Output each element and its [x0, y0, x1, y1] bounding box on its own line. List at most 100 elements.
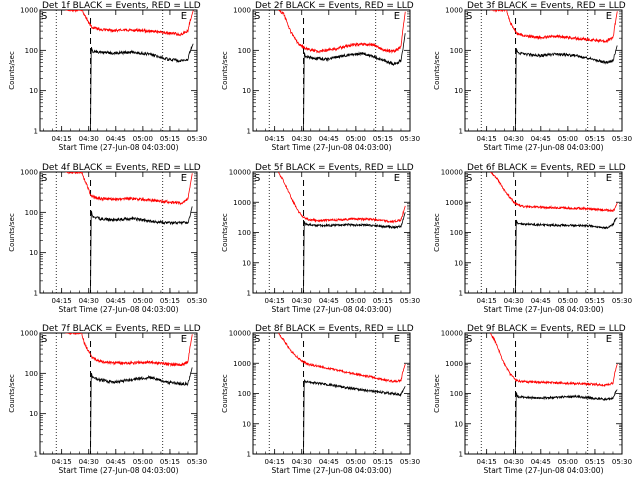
y-axis-label: Counts/sec — [221, 374, 229, 413]
panel-4: Det 4f BLACK = Events, RED = LLD Start Ti… — [8, 163, 207, 314]
plot-frame — [464, 171, 623, 294]
y-tick-label: 10 — [29, 87, 38, 95]
start-marker: S — [254, 173, 260, 184]
y-tick-label: 100 — [25, 370, 38, 378]
y-tick-label: 1000 — [445, 199, 463, 207]
y-tick-label: 1 — [247, 451, 251, 459]
y-axis-label: Counts/sec — [8, 374, 16, 413]
y-tick-label: 10 — [242, 420, 251, 428]
event-rate-line — [303, 33, 406, 131]
y-tick-label: 1 — [459, 451, 463, 459]
y-tick-label: 10000 — [441, 169, 463, 177]
x-tick-label: 05:30 — [187, 135, 207, 143]
end-marker: E — [606, 173, 612, 184]
x-tick-label: 05:15 — [373, 297, 393, 305]
x-tick-label: 04:15 — [52, 458, 72, 466]
end-marker: E — [394, 173, 400, 184]
x-tick-label: 04:45 — [319, 135, 339, 143]
event-rate-line — [515, 45, 618, 131]
panel-title: Det 6f BLACK = Events, RED = LLD — [467, 163, 626, 173]
x-tick-label: 04:45 — [531, 297, 551, 305]
x-tick-label: 05:00 — [558, 297, 578, 305]
x-tick-label: 05:00 — [133, 135, 153, 143]
y-tick-label: 1 — [459, 290, 463, 298]
y-tick-label: 1000 — [233, 199, 251, 207]
start-marker: S — [466, 11, 472, 22]
x-tick-label: 05:30 — [187, 458, 207, 466]
x-axis-label: Start Time (27-Jun-08 04:03:00) — [59, 143, 179, 152]
plot-frame — [252, 9, 411, 132]
plot-frame — [39, 9, 198, 132]
y-tick-label: 100 — [25, 209, 38, 217]
plot-frame — [252, 171, 411, 294]
x-tick-label: 04:15 — [265, 135, 285, 143]
event-rate-line — [90, 367, 193, 454]
panel-title: Det 4f BLACK = Events, RED = LLD — [42, 163, 201, 173]
y-tick-label: 1000 — [233, 360, 251, 368]
lld-rate-line — [490, 172, 618, 213]
y-tick-label: 1 — [247, 128, 251, 136]
lld-rate-line — [277, 333, 406, 384]
x-tick-label: 05:15 — [585, 135, 605, 143]
x-tick-label: 04:45 — [106, 458, 126, 466]
x-tick-label: 04:45 — [319, 458, 339, 466]
x-tick-label: 04:15 — [477, 297, 497, 305]
x-axis-label: Start Time (27-Jun-08 04:03:00) — [272, 466, 392, 475]
y-tick-label: 1000 — [20, 7, 38, 15]
x-axis-label: Start Time (27-Jun-08 04:03:00) — [272, 143, 392, 152]
panel-title: Det 2f BLACK = Events, RED = LLD — [255, 1, 414, 11]
panel-2: Det 2f BLACK = Events, RED = LLD Start Ti… — [221, 1, 420, 152]
panel-title: Det 7f BLACK = Events, RED = LLD — [42, 324, 201, 334]
y-tick-label: 100 — [450, 229, 463, 237]
x-tick-label: 04:15 — [265, 297, 285, 305]
y-tick-label: 10000 — [229, 169, 251, 177]
panel-title: Det 3f BLACK = Events, RED = LLD — [467, 1, 626, 11]
x-tick-label: 04:15 — [52, 135, 72, 143]
y-tick-label: 1 — [34, 451, 38, 459]
y-tick-label: 1000 — [233, 7, 251, 15]
y-tick-label: 10 — [454, 259, 463, 267]
x-tick-label: 05:00 — [346, 297, 366, 305]
y-axis-label: Counts/sec — [433, 374, 441, 413]
x-axis-label: Start Time (27-Jun-08 04:03:00) — [484, 466, 604, 475]
panel-7: Det 7f BLACK = Events, RED = LLD Start Ti… — [8, 324, 207, 475]
x-tick-label: 05:00 — [346, 135, 366, 143]
x-tick-label: 05:00 — [558, 458, 578, 466]
panel-6: Det 6f BLACK = Events, RED = LLD Start Ti… — [433, 163, 632, 314]
x-tick-label: 04:30 — [292, 135, 312, 143]
panel-9: Det 9f BLACK = Events, RED = LLD Start Ti… — [433, 324, 632, 475]
y-axis-label: Counts/sec — [433, 51, 441, 90]
end-marker: E — [606, 334, 612, 345]
x-tick-label: 04:15 — [477, 458, 497, 466]
panel-1: Det 1f BLACK = Events, RED = LLD Start Ti… — [8, 1, 207, 152]
x-tick-label: 05:30 — [400, 135, 420, 143]
end-marker: E — [394, 11, 400, 22]
start-marker: S — [466, 173, 472, 184]
x-tick-label: 04:30 — [504, 458, 524, 466]
lld-rate-line — [65, 333, 193, 368]
lld-rate-line — [65, 172, 193, 206]
x-axis-label: Start Time (27-Jun-08 04:03:00) — [59, 305, 179, 314]
plot-frame — [39, 171, 198, 294]
lld-rate-line — [490, 10, 618, 44]
panel-5: Det 5f BLACK = Events, RED = LLD Start Ti… — [221, 163, 420, 314]
x-tick-label: 05:30 — [612, 135, 632, 143]
x-tick-label: 05:30 — [400, 458, 420, 466]
y-tick-label: 100 — [25, 47, 38, 55]
end-marker: E — [181, 334, 187, 345]
plot-frame — [464, 9, 623, 132]
x-tick-label: 04:15 — [52, 297, 72, 305]
x-tick-label: 05:15 — [373, 135, 393, 143]
x-tick-label: 04:45 — [106, 297, 126, 305]
panel-title: Det 8f BLACK = Events, RED = LLD — [255, 324, 414, 334]
y-tick-label: 1 — [34, 290, 38, 298]
event-rate-line — [515, 217, 618, 293]
x-tick-label: 04:45 — [319, 297, 339, 305]
panel-title: Det 5f BLACK = Events, RED = LLD — [255, 163, 414, 173]
x-tick-label: 05:00 — [558, 135, 578, 143]
y-axis-label: Counts/sec — [221, 213, 229, 252]
x-tick-label: 04:30 — [292, 458, 312, 466]
y-tick-label: 10000 — [229, 330, 251, 338]
start-marker: S — [254, 334, 260, 345]
